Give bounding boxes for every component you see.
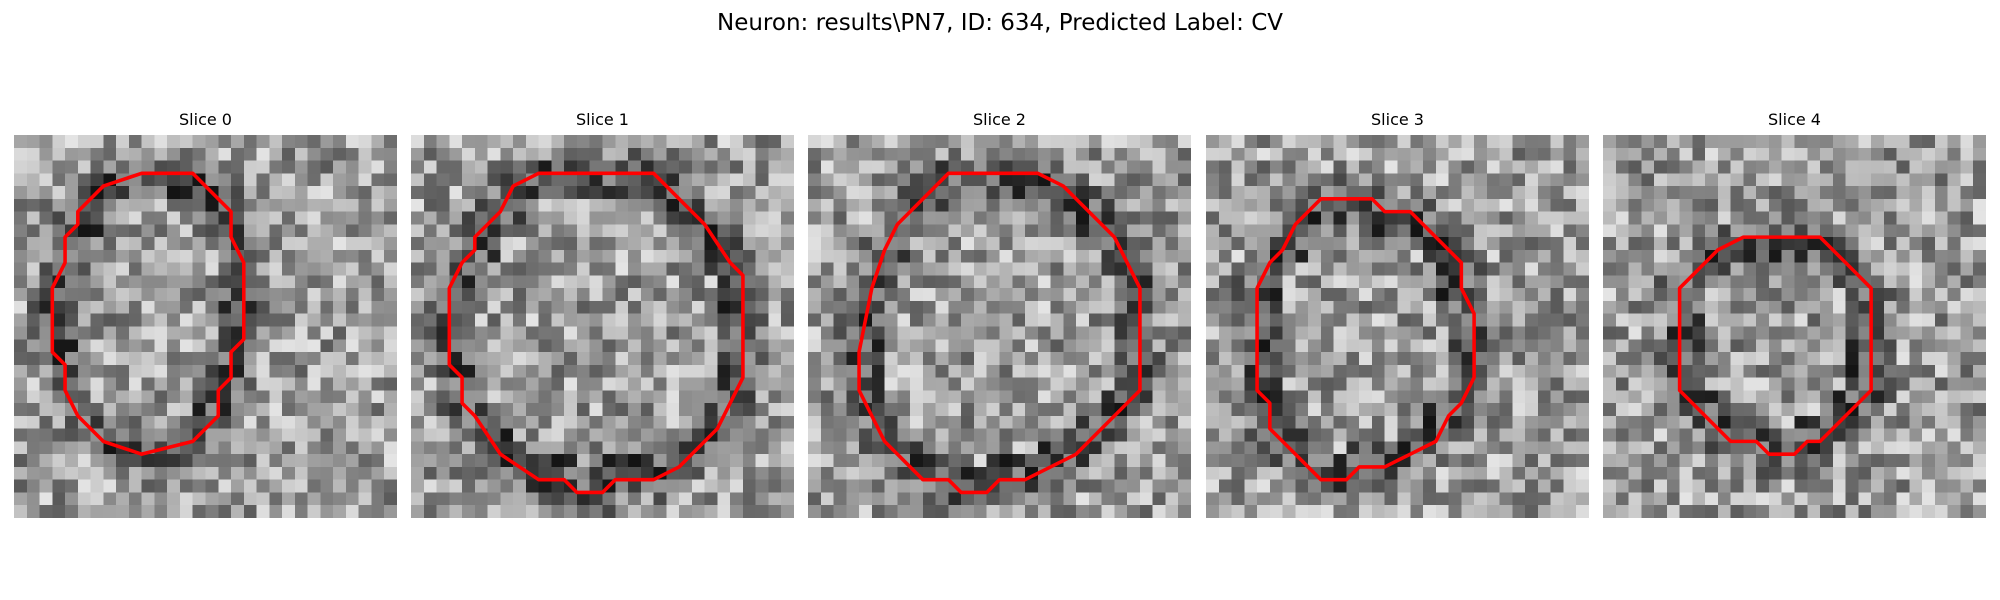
slice-panel-0: Slice 0	[14, 110, 397, 520]
slice-panel-1: Slice 1	[411, 110, 794, 520]
slice-panel-4: Slice 4	[1603, 110, 1986, 520]
pixel-grid-3	[1206, 135, 1589, 518]
contour-outline-2	[857, 171, 1142, 495]
slice-image-0	[14, 135, 397, 518]
pixel-grid-4	[1603, 135, 1986, 518]
slice-image-1	[411, 135, 794, 518]
slice-image-4	[1603, 135, 1986, 518]
contour-outline-4	[1677, 235, 1873, 456]
contour-outline-1	[447, 171, 745, 495]
contour-outline-0	[50, 171, 246, 456]
figure-title: Neuron: results\PN7, ID: 634, Predicted …	[717, 10, 1283, 36]
slice-image-2	[808, 135, 1191, 518]
pixel-grid-1	[411, 135, 794, 518]
slice-title-0: Slice 0	[179, 110, 232, 129]
slice-title-4: Slice 4	[1768, 110, 1821, 129]
slice-panel-3: Slice 3	[1206, 110, 1589, 520]
slice-image-3	[1206, 135, 1589, 518]
slice-title-1: Slice 1	[576, 110, 629, 129]
pixel-grid-2	[808, 135, 1191, 518]
slice-panel-2: Slice 2	[808, 110, 1191, 520]
pixel-grid-0	[14, 135, 397, 518]
slice-title-2: Slice 2	[973, 110, 1026, 129]
slice-title-3: Slice 3	[1371, 110, 1424, 129]
contour-outline-3	[1255, 197, 1476, 482]
